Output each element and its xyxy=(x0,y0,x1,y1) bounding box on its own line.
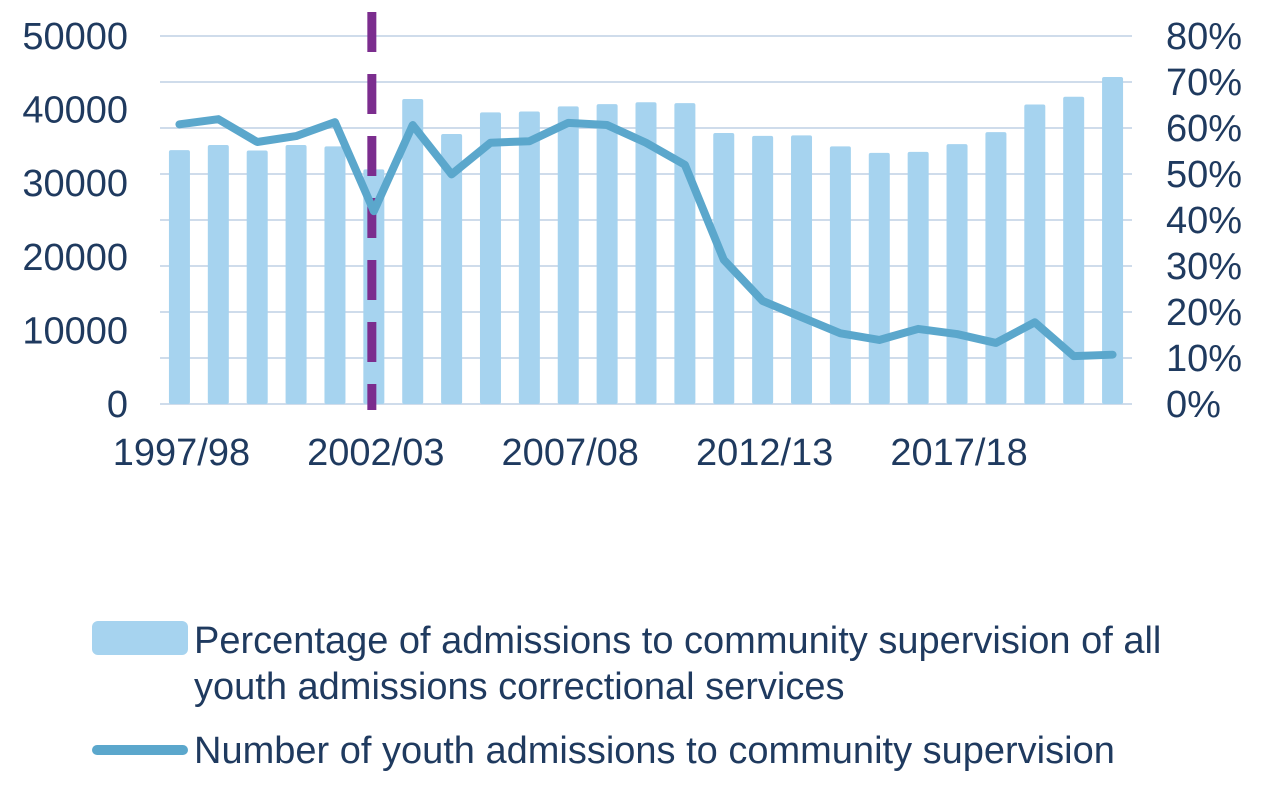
bar-series xyxy=(168,76,1124,405)
bar xyxy=(791,135,813,405)
bar xyxy=(946,144,968,404)
bar xyxy=(285,145,307,404)
bar xyxy=(402,99,424,405)
x-tick-label: 2012/13 xyxy=(696,432,833,474)
y-right-tick-label: 0% xyxy=(1166,384,1221,426)
bar xyxy=(324,146,346,404)
bar xyxy=(635,102,657,405)
y-left-tick-label: 50000 xyxy=(22,16,128,58)
bar xyxy=(985,132,1007,404)
bar xyxy=(479,112,501,405)
bar xyxy=(752,135,774,404)
x-tick-label: 2002/03 xyxy=(307,432,444,474)
legend-label-line: Number of youth admissions to community … xyxy=(194,730,1115,772)
bar xyxy=(596,104,618,404)
bar xyxy=(1063,96,1085,404)
y-left-tick-label: 30000 xyxy=(22,163,128,205)
bar xyxy=(674,103,696,404)
y-right-tick-label: 80% xyxy=(1166,16,1242,58)
bar xyxy=(868,152,890,404)
y-right-tick-label: 60% xyxy=(1166,108,1242,150)
x-tick-label: 2017/18 xyxy=(890,432,1027,474)
bar xyxy=(907,151,929,404)
bar xyxy=(713,133,735,404)
x-tick-label: 1997/98 xyxy=(113,432,250,474)
y-right-tick-label: 70% xyxy=(1166,62,1242,104)
legend-swatch-line xyxy=(92,745,188,755)
legend-label-bars: Percentage of admissions to community su… xyxy=(194,620,1162,708)
bar xyxy=(441,133,463,405)
y-right-tick-label: 50% xyxy=(1166,154,1242,196)
x-tick-label: 2007/08 xyxy=(502,432,639,474)
bar xyxy=(246,150,268,404)
y-left-tick-label: 0 xyxy=(107,384,128,426)
y-left-tick-label: 10000 xyxy=(22,310,128,352)
line-series xyxy=(175,115,1117,361)
y-axis-right: 0%10%20%30%40%50%60%70%80% xyxy=(1166,16,1242,426)
legend: Percentage of admissions to community su… xyxy=(92,618,1252,792)
y-right-tick-label: 40% xyxy=(1166,200,1242,242)
series-line xyxy=(175,115,1117,361)
bar xyxy=(829,146,851,404)
bar xyxy=(557,106,579,404)
y-right-tick-label: 10% xyxy=(1166,338,1242,380)
bar xyxy=(168,150,190,404)
bar xyxy=(518,111,540,404)
bar xyxy=(1102,76,1124,404)
y-left-tick-label: 20000 xyxy=(22,237,128,279)
y-axis-left: 0 10000 20000 30000 40000 50000 xyxy=(22,16,128,426)
y-right-tick-label: 20% xyxy=(1166,292,1242,334)
y-right-tick-label: 30% xyxy=(1166,246,1242,288)
x-axis: 1997/98 2002/03 2007/08 2012/13 2017/18 xyxy=(113,432,1028,474)
legend-swatch-bar xyxy=(92,621,188,655)
bar xyxy=(207,145,229,404)
legend-item-bars: Percentage of admissions to community su… xyxy=(92,618,1252,710)
bar xyxy=(1024,104,1046,404)
legend-item-line: Number of youth admissions to community … xyxy=(92,728,1252,774)
y-left-tick-label: 40000 xyxy=(22,90,128,132)
